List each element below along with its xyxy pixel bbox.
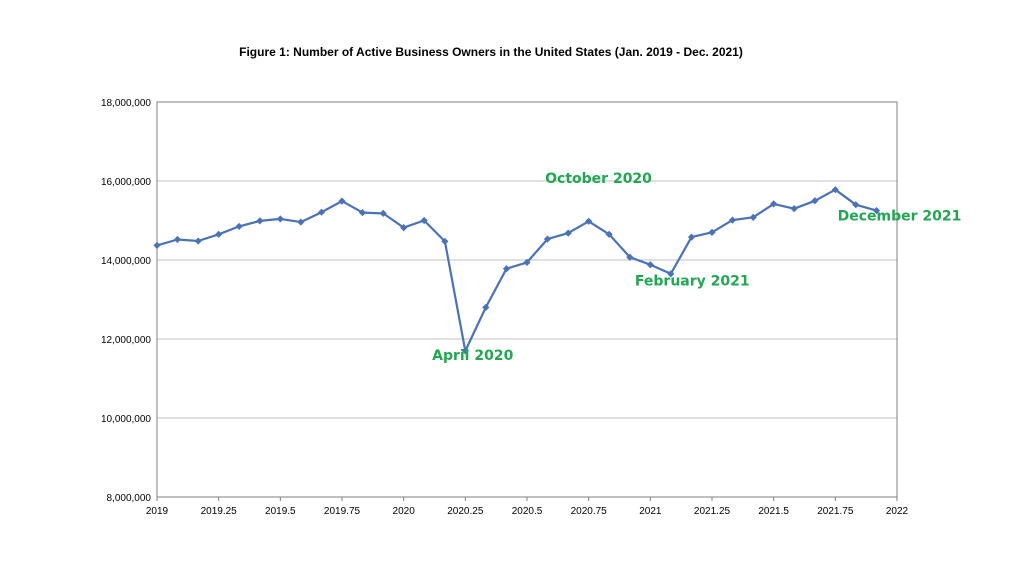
data-point (770, 200, 778, 208)
data-point (153, 241, 161, 249)
data-point (585, 217, 593, 225)
x-tick-label: 2022 (886, 506, 909, 517)
y-tick-label: 18,000,000 (101, 98, 151, 109)
annotation-label: April 2020 (432, 348, 513, 364)
data-point (811, 197, 819, 205)
data-point (749, 213, 757, 221)
data-point (338, 197, 346, 205)
x-tick-label: 2020 (393, 506, 416, 517)
data-point (379, 209, 387, 217)
data-point (420, 216, 428, 225)
data-point (461, 347, 469, 355)
chart-title: Figure 1: Number of Active Business Owne… (239, 45, 743, 59)
data-point (872, 207, 881, 215)
x-tick-label: 2019.25 (201, 506, 238, 517)
data-point (543, 235, 552, 243)
series (153, 186, 881, 355)
data-point (687, 233, 696, 241)
data-point (256, 217, 264, 225)
y-tick-label: 12,000,000 (101, 335, 151, 346)
data-point (523, 258, 531, 266)
data-point (502, 265, 511, 273)
data-point (646, 261, 654, 269)
x-tick-label: 2021.5 (758, 506, 789, 517)
x-axis-tick-labels: 2019 2019.25 2019.5 2019.75 2020 2020.25 2020.… (146, 497, 909, 517)
annotation-label: October 2020 (545, 171, 652, 187)
x-tick-label: 2021.75 (817, 506, 854, 517)
data-point (482, 303, 490, 311)
data-point (831, 186, 839, 194)
x-tick-label: 2021.25 (694, 506, 731, 517)
y-axis-tick-labels: 8,000,000 10,000,000 12,000,000 14,000,000 1… (101, 98, 151, 504)
data-point (215, 230, 223, 238)
data-point (400, 224, 408, 232)
data-point (297, 218, 305, 226)
x-tick-label: 2020.5 (512, 506, 543, 517)
annotations: October 2020 December 2021 February 2021 Ap… (432, 171, 961, 364)
x-tick-label: 2019.5 (265, 506, 296, 517)
data-point (317, 208, 326, 216)
y-tick-label: 14,000,000 (101, 256, 151, 267)
y-tick-label: 16,000,000 (101, 177, 151, 188)
x-tick-label: 2021 (639, 506, 662, 517)
data-point (441, 237, 449, 246)
data-point (564, 229, 572, 237)
data-point (358, 209, 367, 217)
data-point (667, 270, 675, 278)
data-point (626, 253, 634, 261)
series-line (156, 188, 877, 352)
y-tick-label: 8,000,000 (107, 493, 152, 504)
data-point (235, 222, 243, 231)
x-tick-label: 2020.75 (571, 506, 608, 517)
plot-area-border (156, 101, 898, 498)
data-point (708, 228, 716, 236)
x-tick-label: 2020.25 (447, 506, 484, 517)
gridlines (157, 180, 897, 419)
data-point (790, 205, 798, 213)
annotation-label: December 2021 (838, 209, 962, 225)
y-tick-label: 10,000,000 (101, 414, 151, 425)
data-point (728, 216, 737, 224)
data-point (605, 230, 613, 238)
data-point (194, 237, 202, 245)
x-tick-label: 2019 (146, 506, 169, 517)
data-point (276, 215, 284, 223)
data-point (852, 201, 860, 209)
x-tick-label: 2019.75 (324, 506, 361, 517)
data-point (173, 235, 182, 244)
annotation-label: February 2021 (635, 274, 750, 290)
